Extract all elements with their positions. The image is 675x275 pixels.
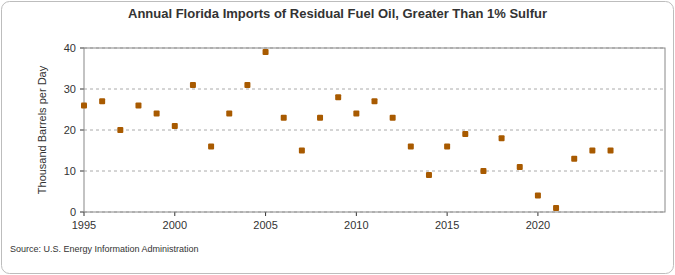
point xyxy=(390,115,396,121)
point xyxy=(135,102,141,108)
y-tick xyxy=(80,212,84,213)
title: Annual Florida Imports of Residual Fuel … xyxy=(128,6,547,21)
grid-line xyxy=(84,130,665,131)
point xyxy=(117,127,123,133)
y-axis-label: Thousand Barrels per Day xyxy=(36,65,48,194)
point xyxy=(317,115,323,121)
point xyxy=(535,193,541,199)
x-tick-label: 2005 xyxy=(253,219,277,231)
x-tick-label: 2015 xyxy=(435,219,459,231)
point xyxy=(480,168,486,174)
point xyxy=(172,123,178,129)
point xyxy=(263,49,269,55)
point xyxy=(154,111,160,117)
x-tick xyxy=(84,212,85,216)
point xyxy=(226,111,232,117)
outer-border xyxy=(2,2,674,274)
point xyxy=(208,143,214,149)
y-tick-label: 40 xyxy=(64,42,76,54)
grid-line xyxy=(84,89,665,90)
x-tick-label: 2000 xyxy=(163,219,187,231)
x-tick-label: 2010 xyxy=(344,219,368,231)
point xyxy=(99,98,105,104)
x-tick xyxy=(447,212,448,216)
y-tick xyxy=(80,48,84,49)
y-tick xyxy=(80,89,84,90)
x-tick xyxy=(265,212,266,216)
plot-frame xyxy=(84,48,665,212)
y-tick-label: 30 xyxy=(64,83,76,95)
point xyxy=(462,131,468,137)
point xyxy=(335,94,341,100)
point xyxy=(589,148,595,154)
point xyxy=(499,135,505,141)
x-tick xyxy=(174,212,175,216)
point xyxy=(426,172,432,178)
point xyxy=(408,143,414,149)
point xyxy=(444,143,450,149)
x-tick xyxy=(537,212,538,216)
x-tick-label: 2020 xyxy=(526,219,550,231)
point xyxy=(244,82,250,88)
point xyxy=(608,148,614,154)
y-tick-label: 10 xyxy=(64,165,76,177)
y-tick xyxy=(80,171,84,172)
point xyxy=(281,115,287,121)
x-tick xyxy=(356,212,357,216)
y-tick-label: 0 xyxy=(70,206,76,218)
marks xyxy=(81,49,614,211)
point xyxy=(372,98,378,104)
point xyxy=(190,82,196,88)
chart: Annual Florida Imports of Residual Fuel … xyxy=(0,0,675,275)
grid-line xyxy=(84,171,665,172)
y-tick xyxy=(80,130,84,131)
point xyxy=(517,164,523,170)
y-tick-label: 20 xyxy=(64,124,76,136)
point xyxy=(571,156,577,162)
x-tick-label: 1995 xyxy=(72,219,96,231)
point xyxy=(353,111,359,117)
point xyxy=(81,102,87,108)
point xyxy=(553,205,559,211)
point xyxy=(299,148,305,154)
source: Source: U.S. Energy Information Administ… xyxy=(10,244,199,254)
